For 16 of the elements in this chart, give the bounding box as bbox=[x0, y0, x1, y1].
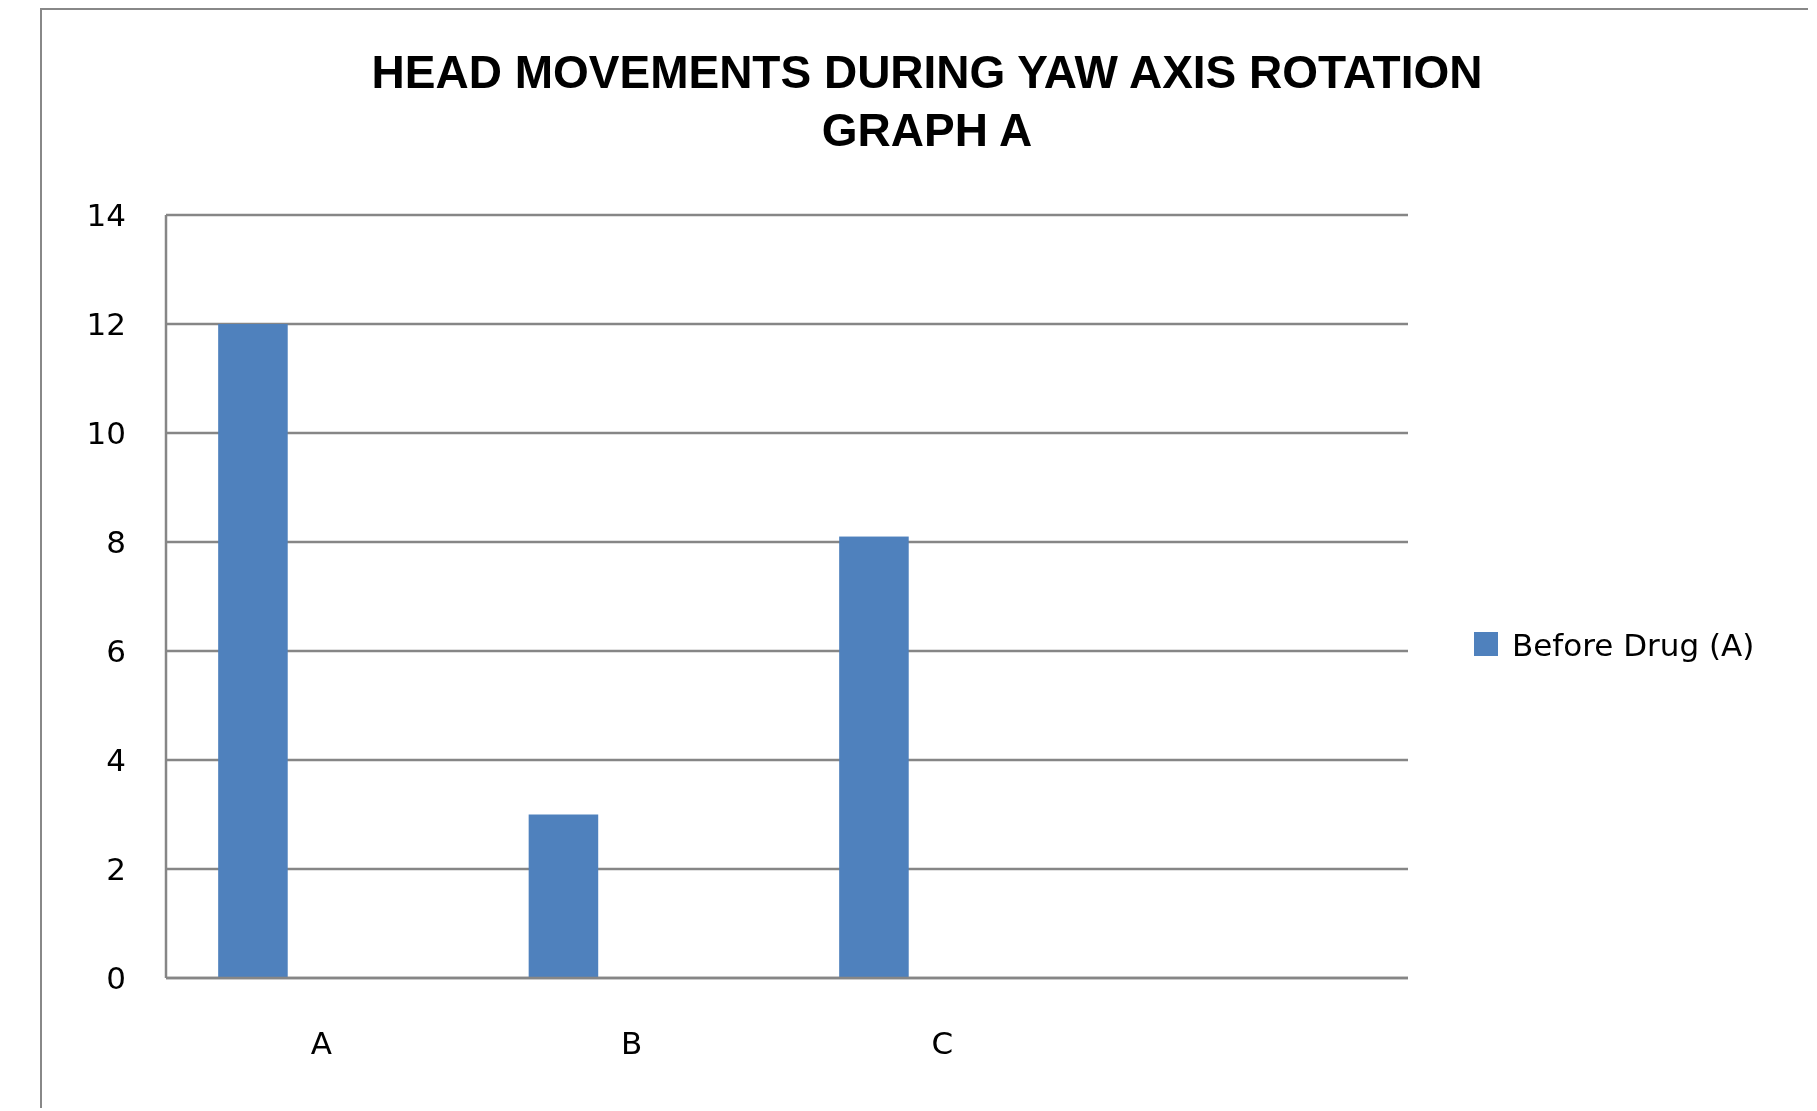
y-tick-label: 0 bbox=[106, 959, 126, 996]
y-tick-label: 2 bbox=[106, 850, 126, 887]
bar bbox=[839, 536, 909, 978]
y-tick-label: 6 bbox=[106, 632, 126, 669]
x-tick-label: B bbox=[621, 1025, 643, 1061]
bar bbox=[218, 324, 288, 978]
y-tick-label: 14 bbox=[86, 196, 126, 233]
y-tick-label: 12 bbox=[86, 305, 126, 342]
legend-label: Before Drug (A) bbox=[1512, 626, 1755, 663]
bar bbox=[528, 814, 599, 978]
y-tick-label: 4 bbox=[106, 741, 126, 778]
x-tick-label: C bbox=[931, 1025, 954, 1061]
chart-title: HEAD MOVEMENTS DURING YAW AXIS ROTATION GRAPH A bbox=[371, 46, 1483, 156]
x-tick-label: A bbox=[310, 1025, 332, 1061]
y-tick-label: 10 bbox=[86, 414, 126, 451]
y-tick-label: 8 bbox=[106, 523, 126, 560]
